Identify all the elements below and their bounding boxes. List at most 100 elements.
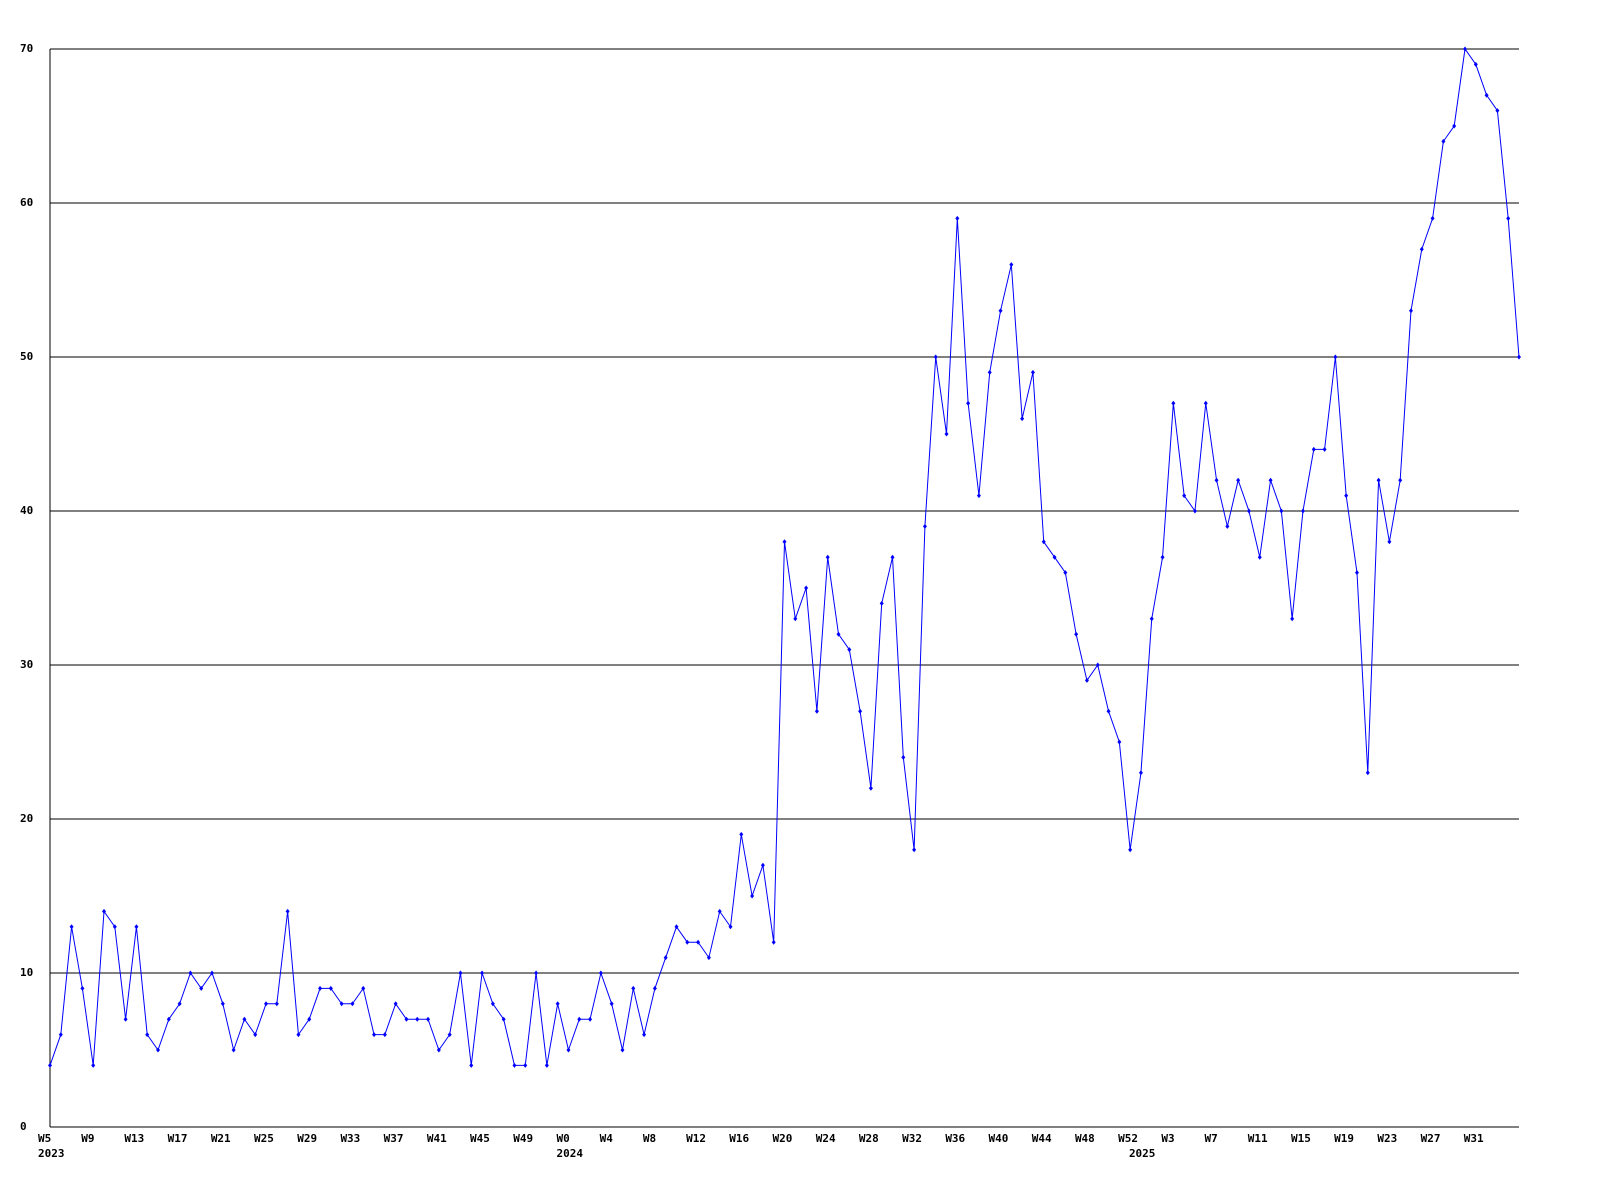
y-tick-label: 50 [20,350,33,363]
data-point [361,985,366,991]
data-point [1387,539,1392,545]
x-tick-label: W5 [38,1132,51,1145]
data-point [782,539,787,545]
data-point [858,708,863,714]
x-tick-label: W11 [1248,1132,1268,1145]
x-tick-label: W37 [384,1132,404,1145]
data-point [382,1032,387,1038]
x-tick-label: W29 [297,1132,317,1145]
data-point [1365,770,1370,776]
x-tick-label: W44 [1032,1132,1052,1145]
x-tick-label: W48 [1075,1132,1095,1145]
data-point [1052,554,1057,560]
data-point [588,1016,593,1022]
x-year-label: 2025 [1129,1147,1156,1160]
x-tick-label: W27 [1421,1132,1441,1145]
data-point [1063,570,1068,576]
x-tick-label: W20 [773,1132,793,1145]
data-point [1246,508,1251,514]
x-tick-label: W31 [1464,1132,1484,1145]
data-point [868,785,873,791]
x-tick-label: W49 [513,1132,533,1145]
data-point [1192,508,1197,514]
x-tick-label: W7 [1205,1132,1218,1145]
data-point [1484,92,1489,98]
data-point [1214,477,1219,483]
data-point [620,1047,625,1053]
data-point [220,1001,225,1007]
data-point [750,893,755,899]
data-point [102,908,107,914]
data-point [1074,631,1079,637]
data-point [177,1001,182,1007]
data-point [609,1001,614,1007]
data-point [1030,369,1035,375]
x-tick-label: W13 [124,1132,144,1145]
x-year-label: 2023 [38,1147,65,1160]
data-point [1160,554,1165,560]
data-point [1117,739,1122,745]
x-tick-label: W17 [168,1132,188,1145]
data-point [1041,539,1046,545]
data-point [156,1047,161,1053]
data-point [1376,477,1381,483]
y-tick-label: 60 [20,196,33,209]
data-point [825,554,830,560]
x-tick-label: W23 [1377,1132,1397,1145]
data-point [1452,123,1457,129]
data-point [404,1016,409,1022]
data-point [436,1047,441,1053]
data-point [393,1001,398,1007]
x-tick-label: W12 [686,1132,706,1145]
data-point [1106,708,1111,714]
data-point [253,1032,258,1038]
data-point [523,1062,528,1068]
data-point [793,616,798,622]
data-point [890,554,895,560]
data-point [1182,493,1187,499]
data-point [1430,215,1435,221]
data-point [274,1001,279,1007]
data-point [285,908,290,914]
data-point [566,1047,571,1053]
y-tick-label: 40 [20,504,33,517]
y-tick-label: 70 [20,42,33,55]
data-point [1138,770,1143,776]
data-point [339,1001,344,1007]
data-point [458,970,463,976]
data-point [501,1016,506,1022]
data-point [1128,847,1133,853]
data-point [642,1032,647,1038]
data-point [318,985,323,991]
data-point [739,831,744,837]
data-point [1462,46,1467,52]
data-point [1203,400,1208,406]
data-point [264,1001,269,1007]
data-point [1333,354,1338,360]
data-point [1506,215,1511,221]
data-point [1290,616,1295,622]
data-point [80,985,85,991]
data-point [166,1016,171,1022]
data-point [1419,246,1424,252]
data-point [998,308,1003,314]
data-point [469,1062,474,1068]
data-point [328,985,333,991]
data-point [58,1032,63,1038]
y-tick-label: 0 [20,1120,27,1133]
data-point [814,708,819,714]
data-point [663,955,668,961]
data-point [112,924,117,930]
x-tick-label: W28 [859,1132,879,1145]
data-point [1354,570,1359,576]
data-point [976,493,981,499]
data-point [1517,354,1521,360]
data-point [350,1001,355,1007]
data-point [534,970,539,976]
data-point [372,1032,377,1038]
data-point [1279,508,1284,514]
data-point [804,585,809,591]
data-point [847,647,852,653]
x-tick-label: W15 [1291,1132,1311,1145]
